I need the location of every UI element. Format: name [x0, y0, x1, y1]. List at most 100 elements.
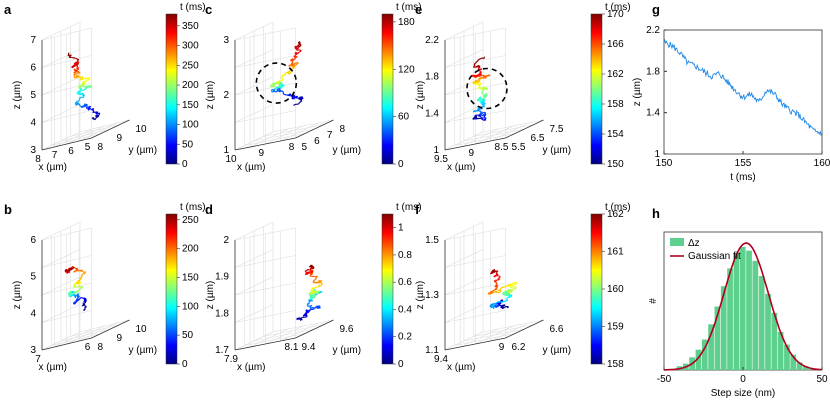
trajectory-segment [511, 288, 513, 291]
colorbar-tick-label: 170 [607, 9, 624, 20]
grid-line [473, 124, 535, 137]
grid-line [78, 322, 118, 342]
histogram-bar [720, 286, 727, 370]
trajectory-segment [79, 287, 82, 290]
y-axis-line [91, 319, 130, 339]
trajectory-segment [488, 74, 491, 77]
trajectory-segment [77, 62, 80, 65]
x-tick-label: 9 [258, 148, 264, 159]
trajectory-segment [482, 99, 485, 101]
trajectory-segment [506, 284, 509, 287]
histogram-bar [752, 260, 759, 370]
trajectory-segment [300, 316, 303, 319]
trajectory-segment [317, 281, 321, 284]
trajectory-segment [78, 279, 81, 282]
trajectory-segment [310, 304, 313, 307]
trajectory-segment [277, 85, 281, 88]
trajectory-segment [507, 290, 511, 293]
trajectory-segment [311, 299, 314, 302]
trajectory-segment [477, 83, 480, 86]
grid-line [280, 122, 319, 142]
trajectory-segment [505, 290, 509, 293]
histogram-bar [790, 354, 797, 370]
trajectory-segment [94, 118, 97, 121]
x-tick-label: 155 [735, 158, 752, 169]
y-tick-label: 9 [117, 333, 123, 344]
y-axis-label: y (µm) [333, 345, 362, 356]
trajectory-segment [482, 88, 486, 91]
trajectory-segment [68, 54, 72, 57]
trajectory-segment [494, 270, 496, 272]
trajectory-segment [73, 76, 76, 78]
grid-line [263, 324, 325, 337]
trajectory-segment [76, 297, 79, 300]
trajectory-segment [74, 295, 77, 298]
x-axis-line [41, 337, 92, 351]
trajectory-segment [475, 61, 478, 64]
trajectory-segment [313, 279, 316, 282]
trajectory-segment [280, 90, 283, 92]
trajectory-segment [498, 276, 501, 279]
trajectory-segment [78, 98, 81, 101]
trajectory-segment [495, 284, 497, 287]
histogram-bar [708, 324, 714, 370]
trajectory-segment [293, 64, 296, 66]
trajectory-segment [482, 74, 485, 77]
trajectory-segment [494, 275, 496, 278]
colorbar-tick-label: 200 [182, 80, 199, 91]
trajectory-segment [82, 302, 86, 304]
z-axis-label: z (µm) [205, 81, 216, 110]
colorbar-tick-label: 166 [607, 39, 624, 50]
trajectory-segment [498, 289, 501, 292]
colorbar-title: t (ms) [396, 2, 422, 13]
trajectory-segment [79, 105, 82, 107]
x-tick-label: 6 [85, 342, 91, 353]
trajectory-segment [293, 55, 296, 58]
colorbar-tick-label: 150 [182, 272, 199, 283]
trajectory-segment [507, 284, 509, 286]
z-tick-label: 1 [433, 145, 439, 156]
trajectory-segment [309, 274, 312, 277]
colorbar-tick-label: 0 [182, 359, 188, 370]
trajectory-segment [314, 291, 317, 293]
y-tick-label: 6 [314, 136, 320, 147]
y-tick-label: 6.2 [512, 342, 526, 353]
trajectory-segment [481, 90, 484, 93]
trajectory-segment [68, 295, 71, 298]
trajectory-segment [74, 62, 78, 65]
trajectory-segment [320, 284, 323, 287]
trajectory-segment [75, 103, 77, 106]
panel-f: f 1.1 1.3 1.5 9 9.4 6.2 6.6 z (µm) x (µm) y (µm) t … [415, 202, 631, 373]
x-axis-line [41, 137, 92, 151]
trajectory-segment [475, 81, 477, 84]
trajectory-segment [500, 306, 502, 309]
grid-line [473, 324, 535, 337]
trajectory-segment [79, 96, 82, 99]
trajectory-segment [482, 57, 484, 60]
trajectory-segment [291, 96, 295, 98]
z-axis-label: z (µm) [12, 281, 23, 310]
grid-line [79, 319, 130, 333]
y-tick-label: 1 [654, 149, 660, 160]
trajectory-segment [79, 278, 82, 281]
trajectory-segment [277, 79, 281, 83]
x-tick-label: 9 [499, 342, 505, 353]
histogram-bar [746, 250, 752, 370]
trajectory-segment [482, 86, 485, 89]
highlight-circle [255, 62, 298, 104]
grid-line [78, 122, 118, 142]
trajectory-segment [476, 73, 480, 77]
trajectory-segment [283, 93, 285, 95]
trajectory-segment [481, 97, 484, 100]
trajectory-segment [308, 298, 311, 301]
trajectory-segment [303, 313, 306, 316]
z-tick-label: 4 [30, 118, 36, 129]
colorbar-tick-label: 1 [398, 223, 404, 234]
trajectory-segment [77, 92, 80, 95]
trajectory-segment [478, 78, 481, 81]
panel-label-e: e [415, 2, 422, 17]
trajectory-segment [269, 84, 273, 87]
trajectory-segment [73, 71, 75, 74]
z-tick-label: 1.8 [215, 308, 229, 319]
